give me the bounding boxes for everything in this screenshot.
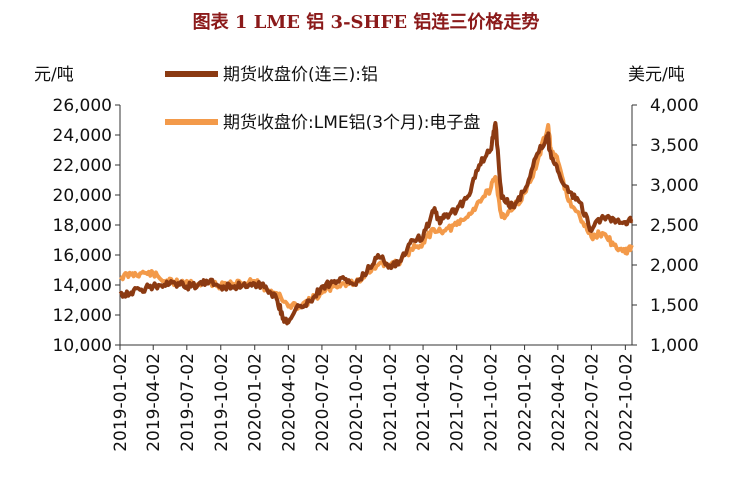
y-left-unit: 元/吨: [34, 65, 74, 85]
y-right-tick-label: 3,500: [650, 136, 699, 156]
x-tick-label: 2019-04-02: [144, 353, 164, 452]
y-right-tick-label: 1,000: [650, 336, 699, 356]
plot-layer: 10,000 12,000 14,000 16,000 18,000 20,000 22,0…: [53, 96, 699, 452]
y-left-tick-label: 14,000: [53, 276, 112, 296]
x-tick-label: 2021-01-02: [381, 353, 401, 452]
chart-title: 图表 1 LME 铝 3-SHFE 铝连三价格走势: [193, 11, 540, 33]
series-line-lme: [119, 123, 634, 312]
x-tick-label: 2022-07-02: [582, 353, 602, 452]
x-tick-label: 2022-10-02: [616, 353, 636, 452]
series-line-shfe: [118, 121, 634, 326]
x-tick-label: 2019-07-02: [178, 353, 198, 452]
y-left-tick-label: 18,000: [53, 216, 112, 236]
x-tick-label: 2019-01-02: [111, 353, 131, 452]
x-tick-label: 2020-04-02: [279, 353, 299, 452]
y-left-tick-label: 26,000: [53, 96, 112, 116]
x-tick-label: 2022-04-02: [549, 353, 569, 452]
legend: 期货收盘价(连三):铝 期货收盘价:LME铝(3个月):电子盘: [165, 65, 480, 133]
y-left-tick-label: 10,000: [53, 336, 112, 356]
y-right-tick-label: 3,000: [650, 176, 699, 196]
legend-label-shfe: 期货收盘价(连三):铝: [223, 65, 378, 85]
legend-label-lme: 期货收盘价:LME铝(3个月):电子盘: [223, 113, 480, 133]
y-right-unit: 美元/吨: [628, 65, 685, 85]
y-left-tick-label: 24,000: [53, 126, 112, 146]
x-tick-label: 2021-07-02: [448, 353, 468, 452]
y-left-tick-label: 12,000: [53, 306, 112, 326]
x-tick-label: 2020-10-02: [347, 353, 367, 452]
y-right-tick-label: 1,500: [650, 296, 699, 316]
y-left-tick-label: 22,000: [53, 156, 112, 176]
x-tick-label: 2022-01-02: [516, 353, 536, 452]
y-right-tick-label: 2,500: [650, 216, 699, 236]
y-left-tick-label: 20,000: [53, 186, 112, 206]
y-right-tick-label: 4,000: [650, 96, 699, 116]
x-tick-label: 2020-07-02: [313, 353, 333, 452]
x-tick-label: 2021-10-02: [482, 353, 502, 452]
x-tick-label: 2019-10-02: [212, 353, 232, 452]
y-right-tick-label: 2,000: [650, 256, 699, 276]
y-left-tick-label: 16,000: [53, 246, 112, 266]
x-tick-label: 2021-04-02: [414, 353, 434, 452]
x-tick-label: 2020-01-02: [246, 353, 266, 452]
